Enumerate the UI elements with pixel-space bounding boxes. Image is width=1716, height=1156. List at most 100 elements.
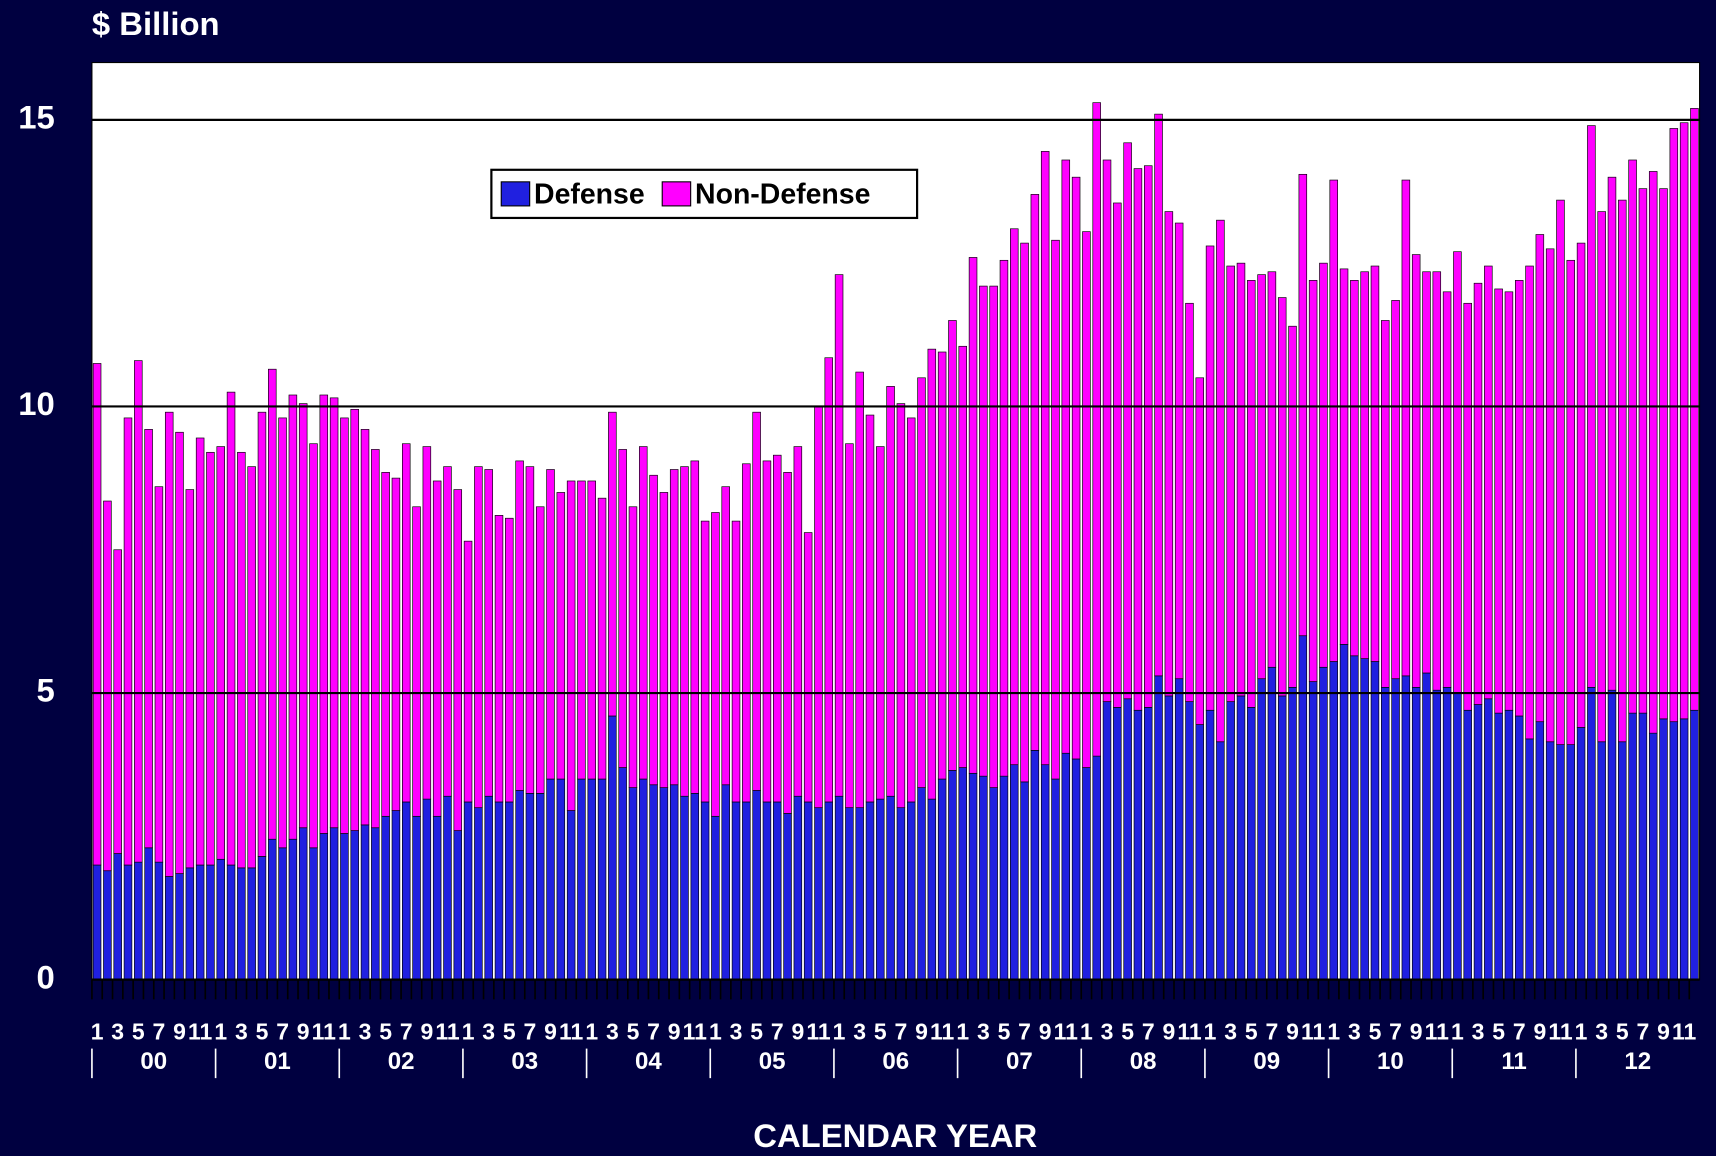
x-tick-label: 1 <box>1575 1018 1588 1044</box>
bar-segment <box>360 824 370 980</box>
x-tick-label: 9 <box>297 1018 310 1044</box>
bar-segment <box>1535 234 1545 723</box>
x-tick-label: 1 <box>462 1018 475 1044</box>
bar-segment <box>309 443 318 849</box>
bar-segment <box>958 767 967 980</box>
bar-segment <box>1679 718 1689 980</box>
x-tick-label: 3 <box>977 1018 990 1044</box>
legend-box <box>490 168 919 220</box>
y-tick-label: 10 <box>18 385 55 422</box>
bar-segment <box>968 257 978 774</box>
x-tick-label: 5 <box>750 1018 763 1044</box>
x-tick-label: 5 <box>627 1018 640 1044</box>
bar-segment <box>1525 265 1534 740</box>
bar-segment <box>1638 188 1648 714</box>
bar-segment <box>680 466 689 797</box>
bar-segment <box>1432 271 1442 691</box>
bar-segment <box>1484 698 1493 980</box>
bar-segment <box>247 867 256 980</box>
bar-segment <box>432 815 442 980</box>
bar-segment <box>1257 274 1266 680</box>
bar-segment <box>1030 750 1040 980</box>
bar-segment <box>1123 698 1132 980</box>
x-tick-label: 3 <box>730 1018 743 1044</box>
bar-segment <box>484 469 493 797</box>
bar-segment <box>948 320 957 771</box>
bar-segment <box>1288 686 1297 980</box>
bar-segment <box>268 838 277 980</box>
bar-segment <box>1071 176 1081 760</box>
bar-segment <box>1154 675 1163 980</box>
bar-segment <box>1267 666 1277 980</box>
bar-segment <box>1174 678 1184 980</box>
bar-segment <box>814 807 823 980</box>
bar-segment <box>1247 707 1256 980</box>
bar-segment <box>865 801 875 980</box>
bar-segment <box>350 408 359 831</box>
bar-segment <box>762 801 772 980</box>
bar-segment <box>999 775 1009 980</box>
bar-segment <box>639 778 648 980</box>
bar-segment <box>855 807 864 980</box>
bar-segment <box>690 793 700 980</box>
year-label: 08 <box>1130 1048 1157 1075</box>
bar-segment <box>195 437 205 866</box>
bar-segment <box>402 801 411 980</box>
y-tick-label: 15 <box>18 99 55 136</box>
legend-swatch <box>661 181 692 207</box>
x-tick-label: 7 <box>647 1018 660 1044</box>
x-tick-label: 5 <box>503 1018 516 1044</box>
bar-segment <box>1174 222 1184 680</box>
bar-segment <box>669 469 679 786</box>
bar-segment <box>525 466 535 794</box>
bar-segment <box>1494 288 1503 714</box>
bar-segment <box>1411 686 1421 980</box>
bar-segment <box>257 856 267 980</box>
x-tick-label: 3 <box>1101 1018 1114 1044</box>
bar-segment <box>906 801 916 980</box>
bar-segment <box>1422 271 1431 674</box>
bar-segment <box>278 417 287 849</box>
bar-segment <box>1350 655 1359 980</box>
bar-segment <box>391 477 401 811</box>
bar-segment <box>937 351 947 780</box>
x-tick-label: 3 <box>111 1018 124 1044</box>
bar-segment <box>783 472 792 814</box>
bar-segment <box>371 827 380 980</box>
bar-segment <box>680 795 689 980</box>
bar-segment <box>556 778 566 980</box>
x-tick-label: 1 <box>1451 1018 1464 1044</box>
x-tick-label: 7 <box>1513 1018 1526 1044</box>
x-tick-label: 9 <box>668 1018 681 1044</box>
bar-segment <box>1360 658 1369 980</box>
bar-segment <box>721 486 730 786</box>
bar-segment <box>1102 159 1112 702</box>
x-tick-label: 1 <box>709 1018 722 1044</box>
bar-segment <box>226 864 236 980</box>
x-tick-label: 7 <box>1266 1018 1279 1044</box>
bar-segment <box>659 492 669 788</box>
bar-segment <box>1556 199 1565 745</box>
bar-segment <box>1576 242 1586 728</box>
bar-segment <box>1494 712 1503 980</box>
bar-segment <box>1566 259 1576 745</box>
bar-segment <box>1205 245 1215 711</box>
bar-segment <box>1319 666 1328 980</box>
bar-segment <box>103 500 112 872</box>
bar-segment <box>1690 108 1699 711</box>
bar-segment <box>731 801 741 980</box>
bar-segment <box>1185 701 1194 980</box>
x-tick-label: 7 <box>276 1018 289 1044</box>
bar-segment <box>381 815 390 980</box>
bar-segment <box>268 368 277 840</box>
legend-label: Non-Defense <box>695 179 870 211</box>
bar-segment <box>618 449 627 768</box>
bar-segment <box>1030 194 1040 751</box>
bar-segment <box>659 787 669 980</box>
bar-segment <box>1618 199 1627 743</box>
bar-segment <box>845 807 854 980</box>
bar-segment <box>546 469 555 780</box>
bar-segment <box>134 861 143 980</box>
bar-segment <box>1133 168 1143 711</box>
bar-segment <box>649 474 658 786</box>
